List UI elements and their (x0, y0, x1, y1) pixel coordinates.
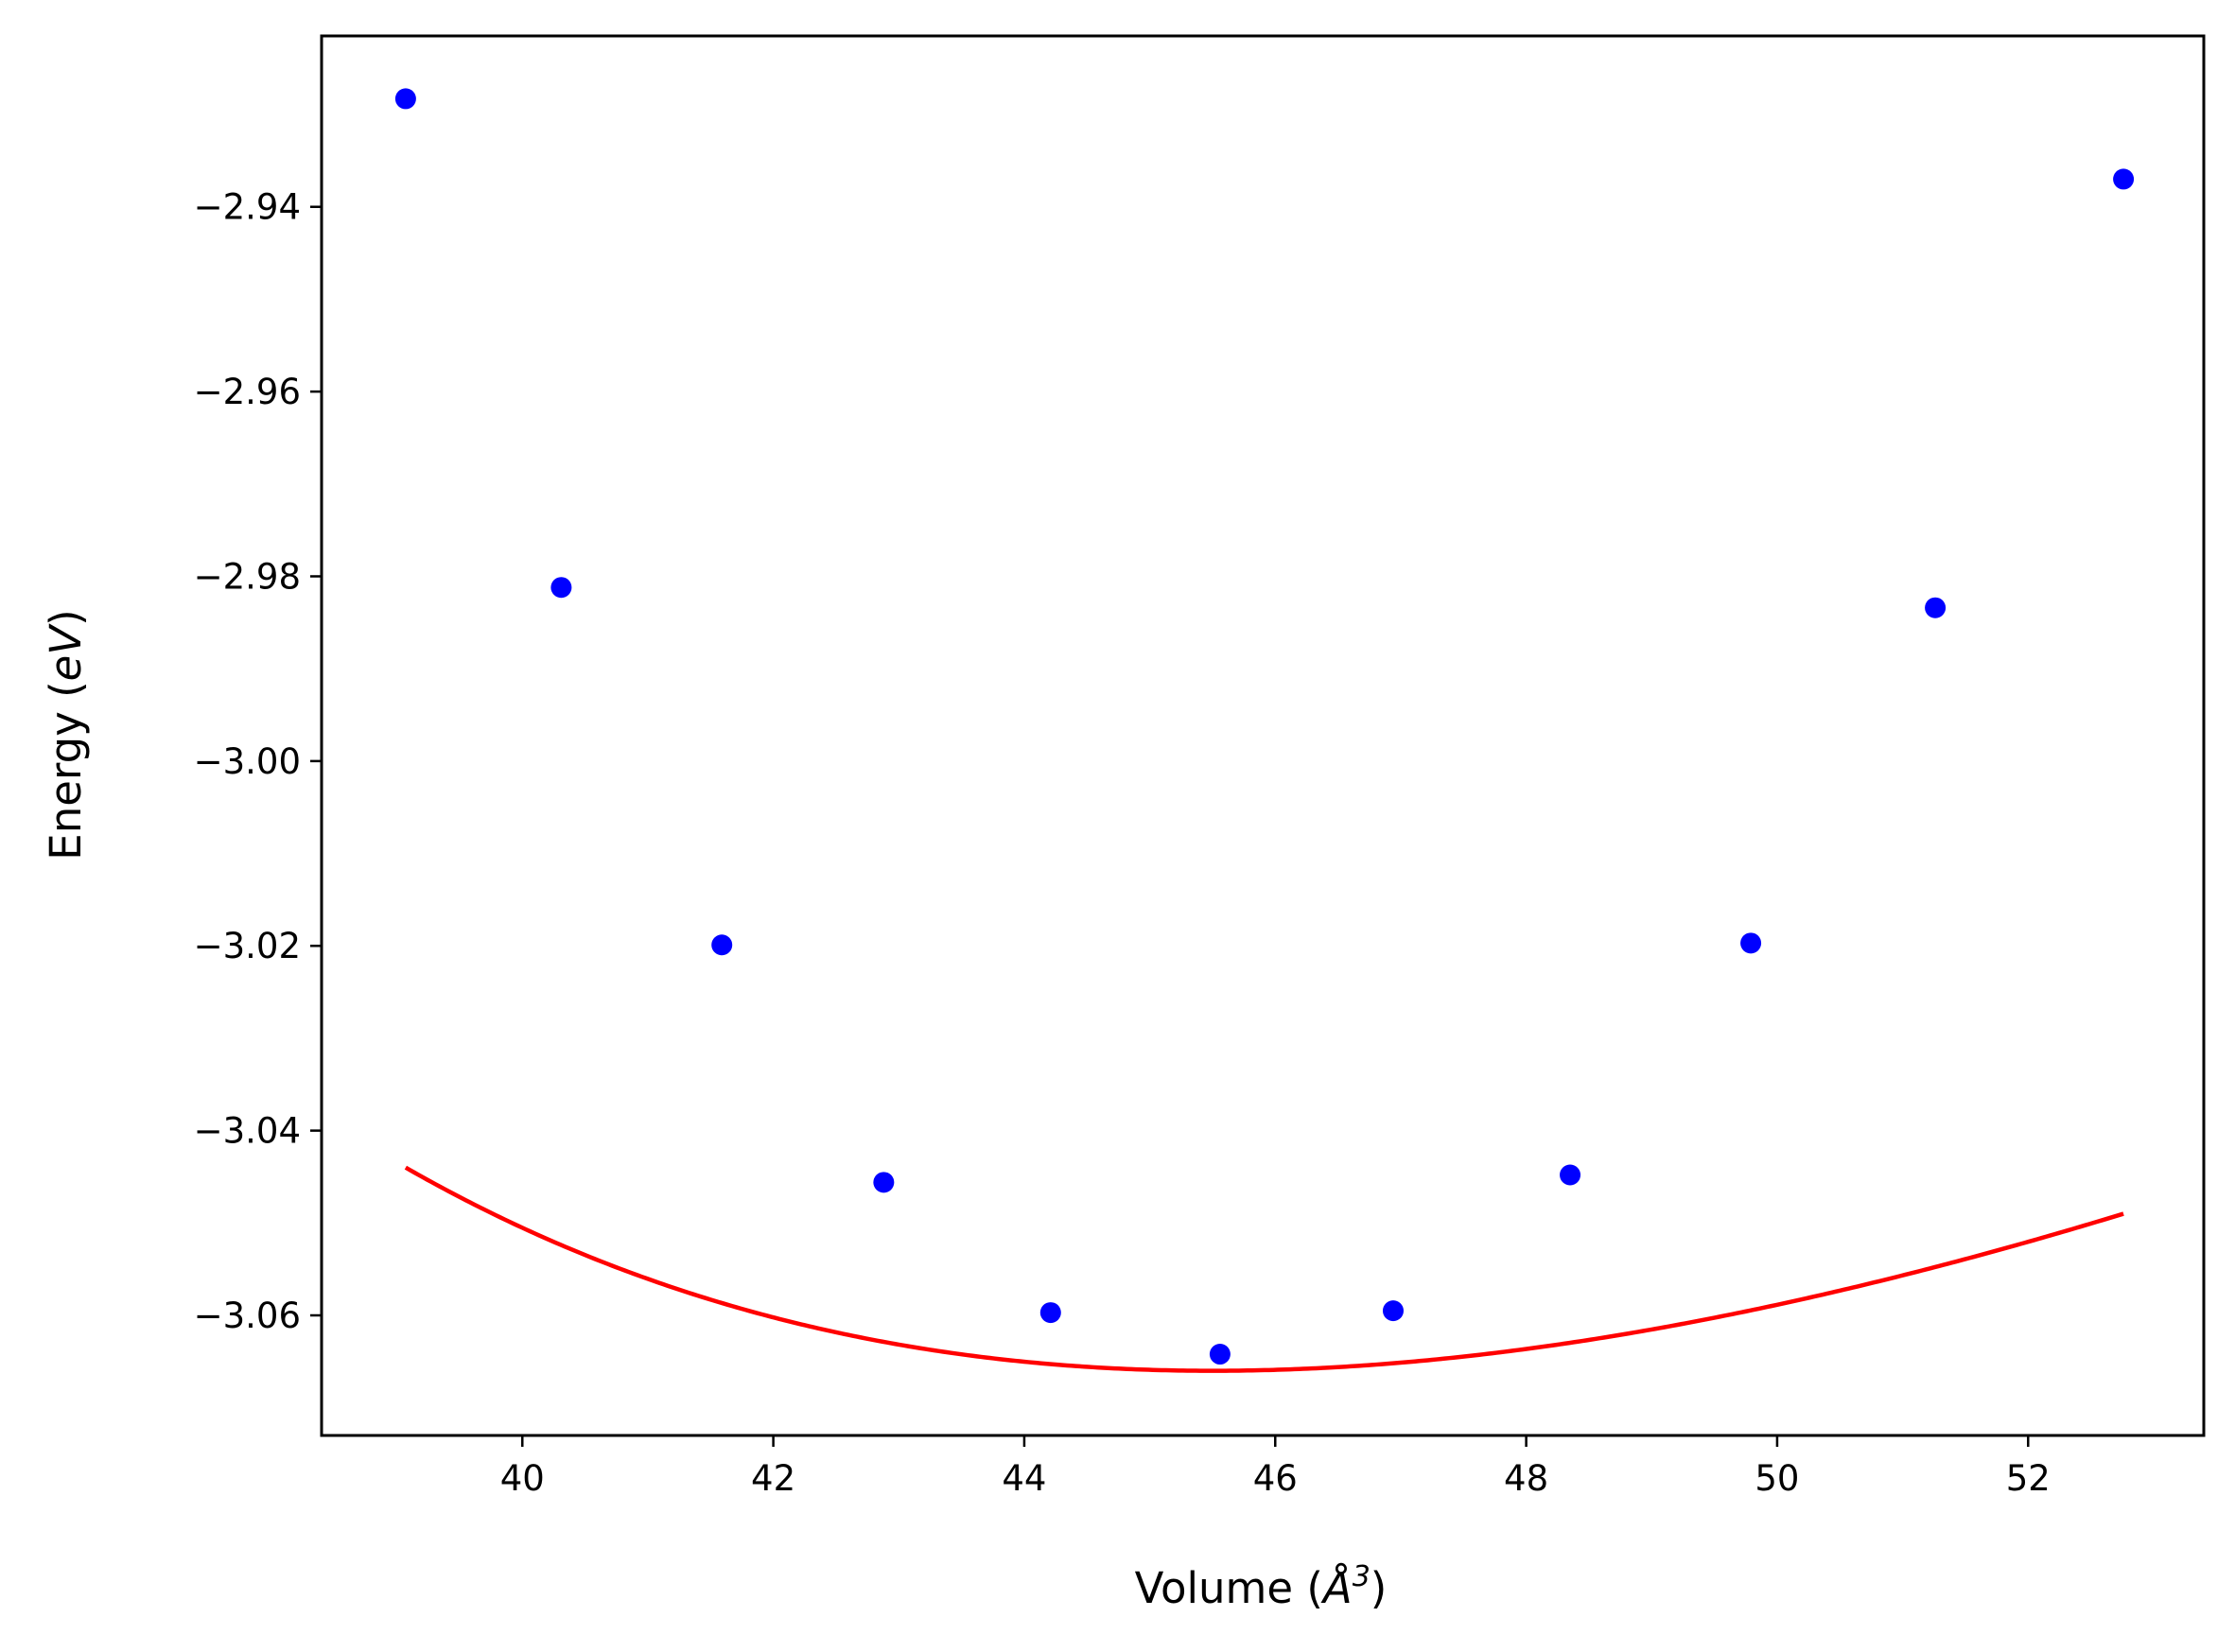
data-point (873, 1172, 895, 1193)
y-axis-label-prefix: Energy ( (41, 681, 91, 860)
plot-area (394, 88, 2135, 1373)
y-axis-label-suffix: ) (41, 609, 91, 626)
data-point (1039, 1302, 1061, 1324)
x-axis-label-suffix: ) (1371, 1563, 1388, 1613)
y-tick-label: −3.00 (194, 741, 301, 782)
data-point (1740, 932, 1762, 954)
data-point (394, 88, 416, 110)
x-axis-label: Volume (Å3) (1135, 1560, 1388, 1613)
y-tick-label: −3.06 (194, 1296, 301, 1336)
x-tick-label: 46 (1253, 1458, 1298, 1499)
y-axis-label: Energy (eV) (41, 609, 91, 860)
data-point (1209, 1344, 1231, 1365)
data-point (1382, 1300, 1404, 1322)
x-tick-label: 42 (751, 1458, 795, 1499)
y-tick-label: −2.94 (194, 187, 301, 228)
axis-ticks: 40 42 44 46 48 50 52 −2.94 −2.96 −2.98 −3.00 −3.02 −… (194, 187, 2051, 1499)
data-point (550, 577, 572, 599)
data-point (1925, 597, 1947, 618)
x-tick-label: 40 (500, 1458, 545, 1499)
y-tick-label: −3.04 (194, 1111, 301, 1152)
y-axis-label-unit: eV (41, 623, 91, 682)
x-axis-label-unit: Å (1320, 1563, 1353, 1613)
axes-frame (320, 34, 2206, 1437)
data-point (711, 934, 733, 956)
x-tick-label: 48 (1504, 1458, 1548, 1499)
x-tick-label: 44 (1002, 1458, 1046, 1499)
fit-curve-line (404, 1165, 2124, 1373)
data-point (2113, 168, 2135, 190)
x-axis-label-prefix: Volume ( (1135, 1563, 1323, 1613)
x-axis-label-superscript: 3 (1353, 1560, 1371, 1593)
x-tick-label: 52 (2006, 1458, 2051, 1499)
x-tick-label: 50 (1755, 1458, 1799, 1499)
y-tick-label: −2.98 (194, 556, 301, 597)
y-tick-label: −2.96 (194, 372, 301, 412)
data-point (1560, 1164, 1581, 1186)
y-tick-label: −3.02 (194, 926, 301, 966)
